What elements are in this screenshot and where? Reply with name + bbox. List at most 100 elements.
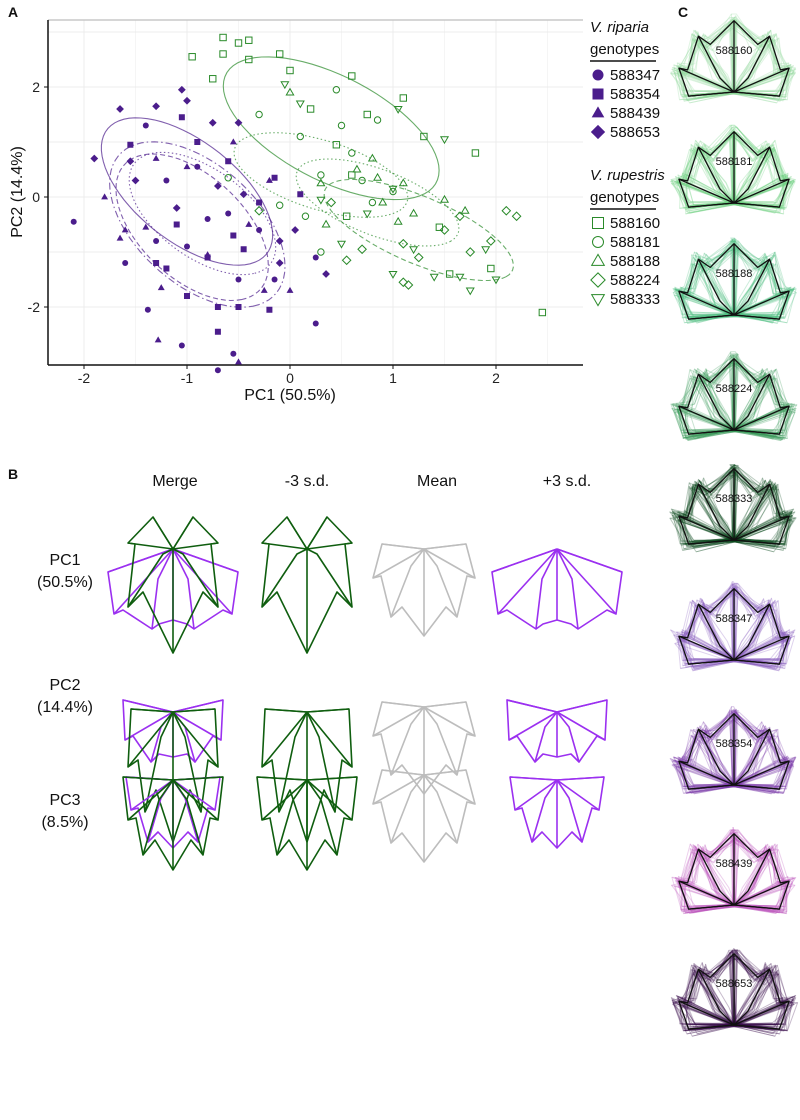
leaf-stroke <box>732 315 778 324</box>
leaf-stroke <box>679 237 785 322</box>
leaf-sample-outline <box>670 124 796 209</box>
leaf-stroke <box>735 637 791 662</box>
leaf-stroke <box>733 258 771 316</box>
leaf-stroke <box>731 143 770 205</box>
leaf-stroke <box>672 706 793 792</box>
leaf-stroke <box>734 956 738 1025</box>
leaf-stroke <box>697 148 736 203</box>
leaf-stroke <box>685 90 735 93</box>
leaf-stroke <box>735 710 739 787</box>
leaf-stroke <box>672 951 793 1026</box>
leaf-stroke <box>674 411 735 433</box>
genotype-leaf-588224 <box>670 351 798 441</box>
leaf-stroke <box>732 510 793 541</box>
leaf-stroke <box>735 429 783 441</box>
data-point <box>322 270 330 278</box>
leaf-stroke <box>679 952 786 1025</box>
leaf-stroke <box>695 903 736 907</box>
leaf-stroke <box>732 764 793 784</box>
leaf-stroke <box>672 952 795 1035</box>
leaf-stroke <box>699 380 736 433</box>
leaf-stroke <box>705 854 736 907</box>
data-point <box>209 75 217 83</box>
leaf-stroke <box>674 247 796 317</box>
leaf-stroke <box>687 1002 737 1025</box>
leaf-stroke <box>698 731 735 786</box>
leaf-stroke <box>678 516 735 542</box>
leaf-stroke <box>735 92 784 102</box>
leaf-stroke <box>690 1023 736 1026</box>
leaf-stroke <box>735 70 794 94</box>
leaf-stroke <box>695 140 736 202</box>
leaf-stroke <box>735 887 787 908</box>
leaf-stroke <box>672 958 799 1032</box>
leaf-stroke <box>734 465 739 540</box>
leaf-stroke <box>729 955 733 1024</box>
leaf-stroke <box>732 880 782 906</box>
leaf-stroke <box>676 631 736 661</box>
leaf-stroke <box>674 711 795 789</box>
genotype-label: 588188 <box>716 268 753 280</box>
leaf-stroke <box>735 903 776 907</box>
leaf-stroke <box>733 906 780 914</box>
leaf-stroke <box>734 490 770 543</box>
leaf-stroke <box>734 312 786 318</box>
leaf-sample-outline <box>671 471 793 543</box>
leaf-stroke <box>733 785 773 790</box>
leaf-stroke <box>690 786 733 794</box>
leaf-stroke <box>730 951 735 1027</box>
leaf-stroke <box>671 838 796 913</box>
leaf-stroke <box>692 729 737 786</box>
leaf-stroke <box>423 706 476 737</box>
legend-label: 588354 <box>610 86 660 103</box>
leaf-stroke <box>732 1022 785 1025</box>
leaf-stroke <box>732 408 789 433</box>
leaf-stroke <box>734 510 785 540</box>
leaf-stroke <box>688 1024 735 1030</box>
leaf-stroke <box>734 729 764 786</box>
leaf-stroke <box>733 731 764 785</box>
data-point <box>511 211 522 222</box>
mean-leaf-outline <box>678 468 790 545</box>
leaf-stroke <box>689 487 734 542</box>
data-point <box>465 247 476 257</box>
leaf-stroke <box>423 706 458 776</box>
leaf-stroke <box>732 657 772 663</box>
x-tick-label: 1 <box>389 370 397 386</box>
data-point <box>275 237 284 245</box>
leaf-stroke <box>685 586 786 664</box>
leaf-stroke <box>506 699 558 713</box>
data-point <box>224 174 232 182</box>
data-point <box>491 276 501 285</box>
leaf-stroke <box>734 712 737 786</box>
leaf-stroke <box>735 904 778 907</box>
leaf-stroke <box>735 261 766 315</box>
data-point <box>178 114 185 121</box>
leaf-stroke <box>735 311 785 314</box>
leaf-stroke <box>735 69 789 94</box>
leaf-stroke <box>733 204 781 214</box>
leaf-stroke <box>674 832 797 907</box>
leaf-stroke <box>556 548 623 573</box>
data-point <box>465 287 475 296</box>
leaf-stroke <box>680 521 733 541</box>
leaf-stroke <box>735 635 795 662</box>
leaf-stroke <box>256 776 308 781</box>
leaf-stroke <box>735 201 779 205</box>
leaf-stroke <box>509 776 558 781</box>
leaf-stroke <box>423 548 476 579</box>
leaf-stroke <box>694 845 733 905</box>
leaf-stroke <box>733 764 794 787</box>
leaf-stroke <box>556 699 608 713</box>
leaf-stroke <box>731 967 772 1024</box>
legend-marker-triangle-down-icon <box>590 294 606 307</box>
data-point <box>225 210 232 217</box>
leaf-stroke <box>733 430 781 439</box>
leaf-stroke <box>732 905 777 914</box>
data-point <box>163 265 170 272</box>
leaf-stroke <box>423 774 476 805</box>
leaf-sample-outline <box>673 27 792 101</box>
leaf-stroke <box>733 1024 780 1030</box>
data-point <box>127 141 134 148</box>
data-point <box>204 254 211 261</box>
